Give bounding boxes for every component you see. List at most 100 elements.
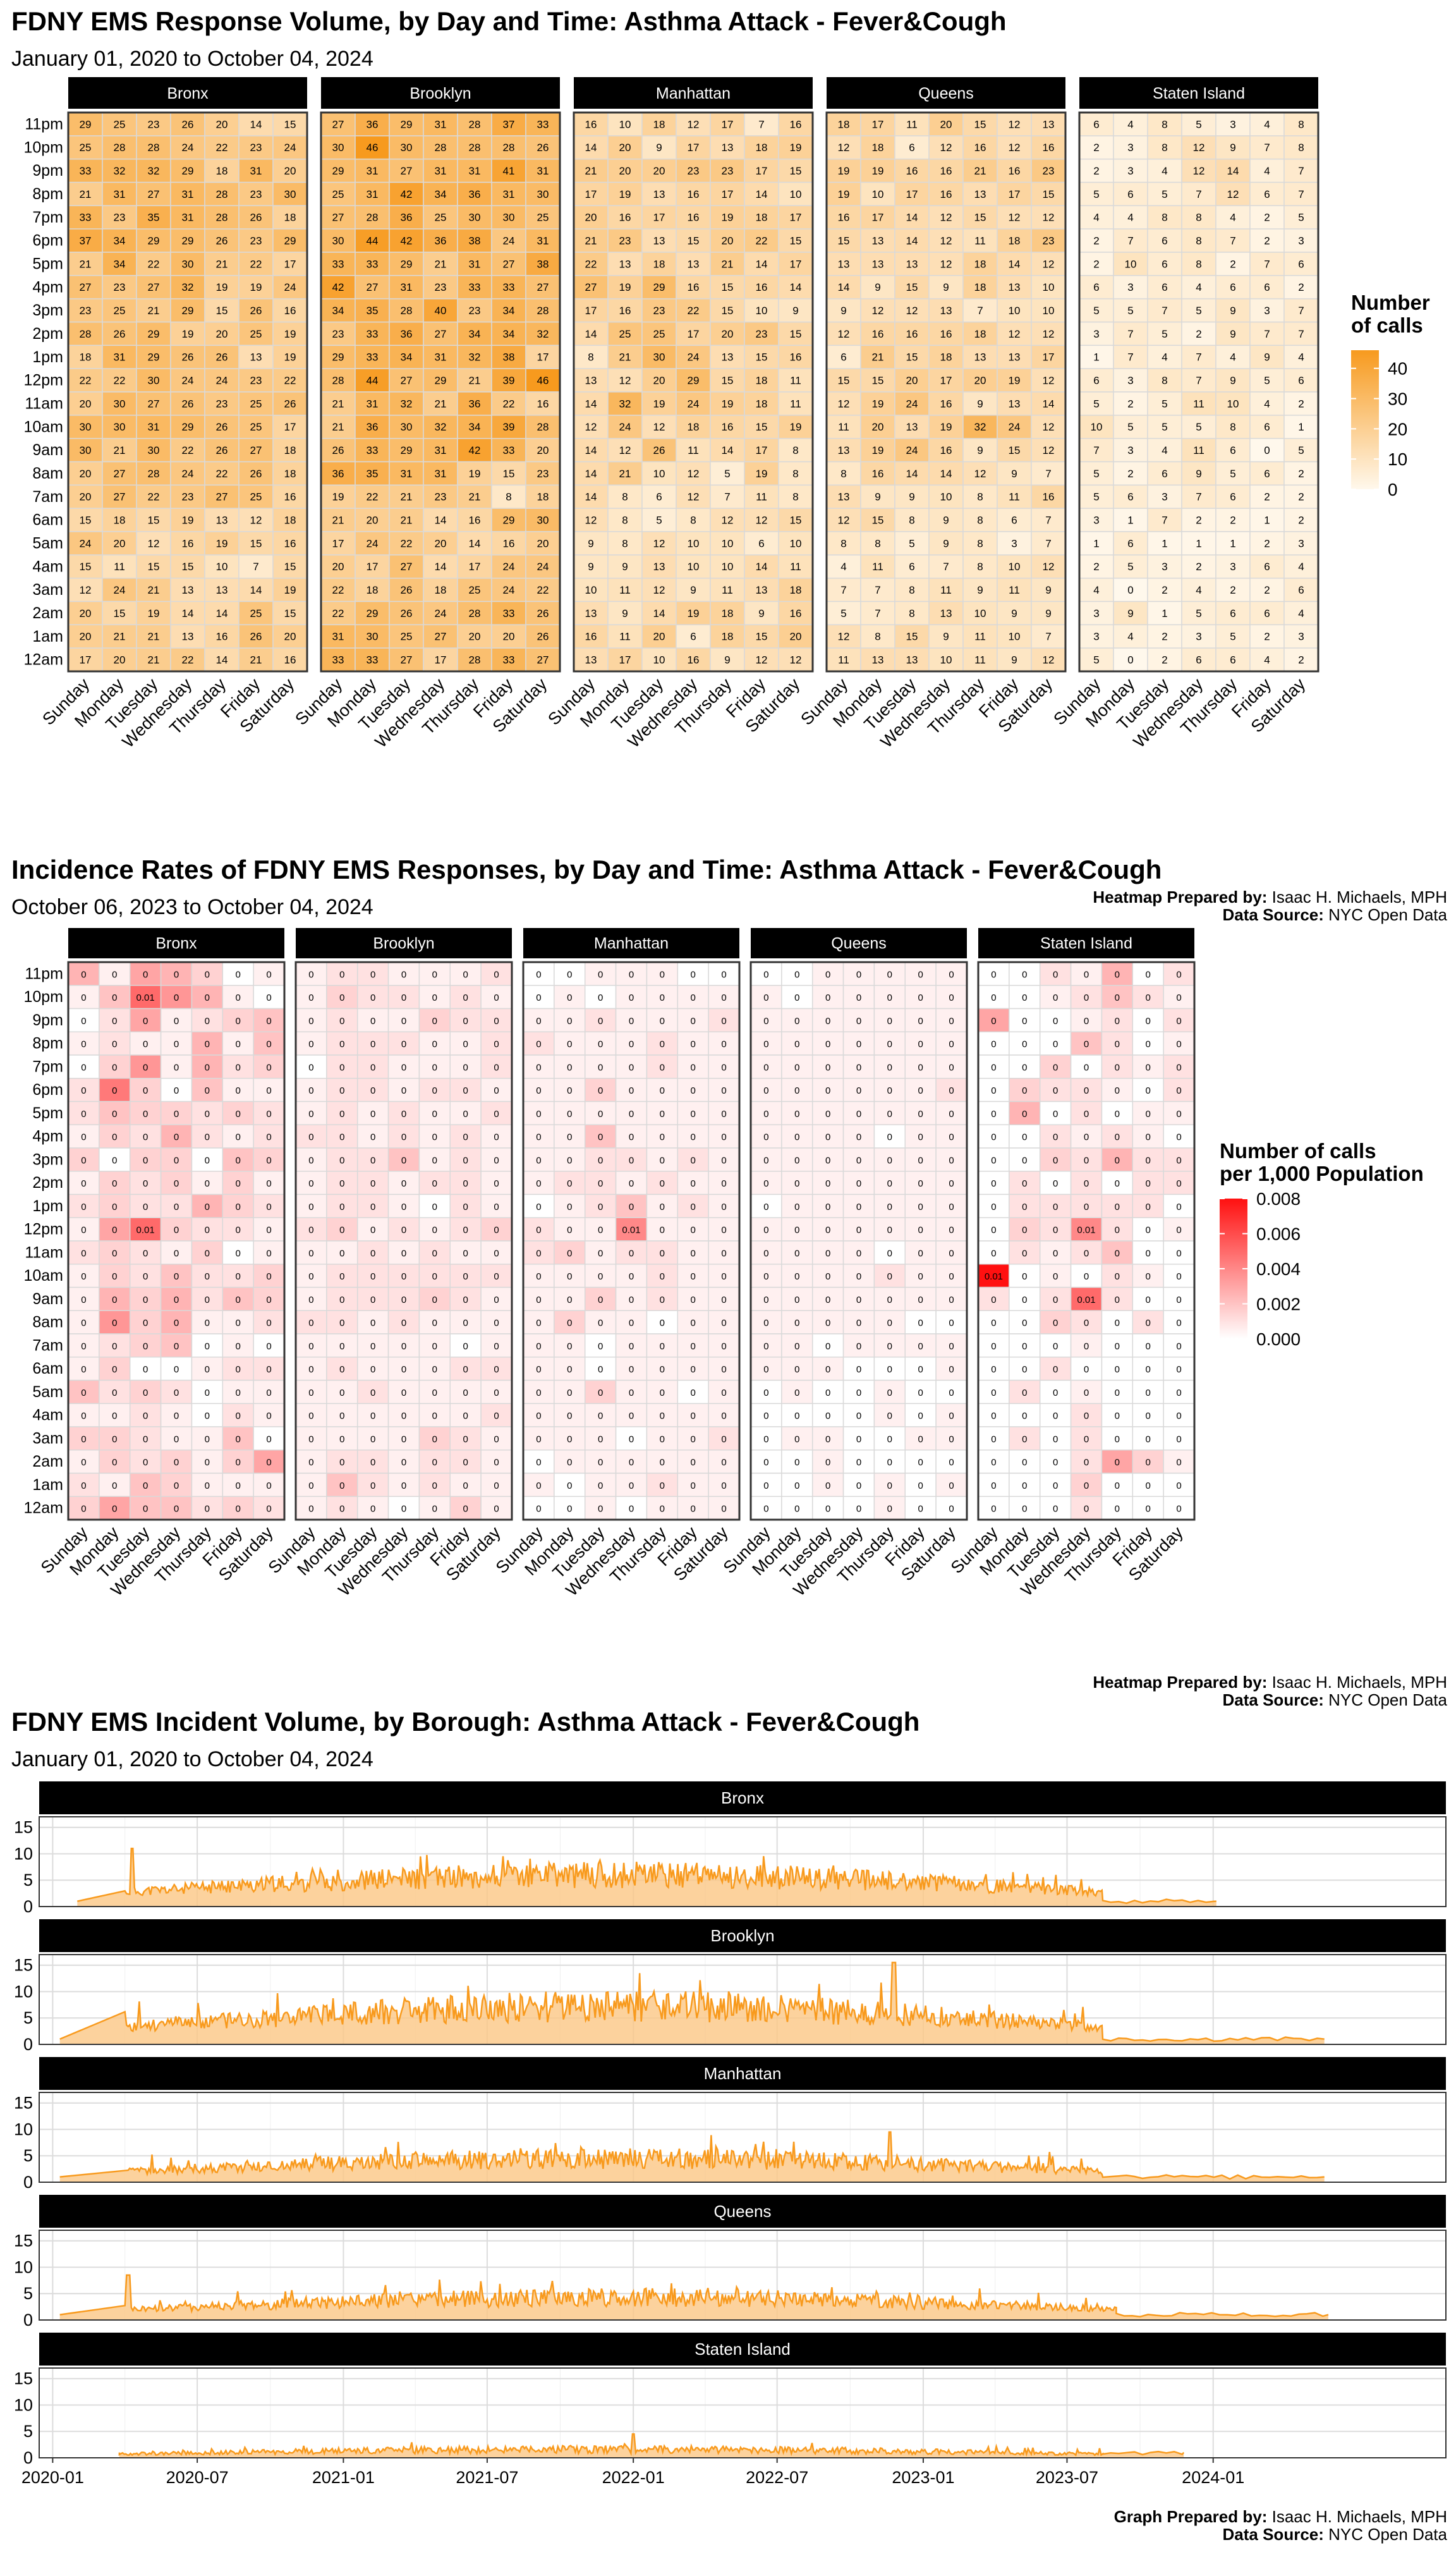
cell-label: 0	[1022, 969, 1027, 980]
cell-label: 0	[629, 1481, 634, 1491]
cell-label: 8	[506, 491, 511, 503]
cell-label: 42	[401, 235, 413, 247]
cell-label: 23	[250, 374, 262, 386]
cell-label: 0	[721, 1016, 726, 1027]
cell-label: 0	[494, 969, 499, 980]
cell-label: 0	[308, 1504, 313, 1515]
cell-label: 17	[80, 654, 92, 666]
cell-label: 0	[1146, 1062, 1151, 1073]
cell-label: 0	[825, 1202, 830, 1212]
cell-label: 0	[81, 1411, 86, 1422]
cell-label: 0	[432, 992, 437, 1003]
cell-label: 2	[1093, 142, 1099, 154]
cell-label: 18	[756, 374, 768, 386]
cell-label: 0	[536, 1504, 541, 1515]
cell-label: 13	[906, 654, 918, 666]
cell-label: 0	[763, 1155, 768, 1166]
cell-label: 24	[182, 374, 194, 386]
cell-label: 19	[250, 281, 262, 293]
cell-label: 0	[370, 1341, 375, 1352]
cell-label: 10	[722, 537, 734, 549]
heatmap-cell	[355, 158, 390, 183]
cell-label: 5	[1264, 374, 1270, 386]
hour-tick-label: 5pm	[32, 1104, 63, 1122]
chart-title: FDNY EMS Response Volume, by Day and Tim…	[11, 6, 1007, 36]
cell-label: 6	[1093, 118, 1099, 130]
cell-label: 0	[339, 1295, 344, 1305]
cell-label: 0	[991, 1504, 996, 1515]
cell-label: 2	[1264, 631, 1270, 643]
cell-label: 0	[794, 1248, 799, 1259]
cell-label: 18	[790, 584, 802, 596]
cell-label: 16	[790, 351, 802, 363]
cell-label: 0	[918, 1016, 923, 1027]
cell-label: 2	[1230, 258, 1235, 270]
y-tick-label: 5	[23, 2146, 33, 2165]
cell-label: 0	[825, 1341, 830, 1352]
cell-label: 0	[370, 1225, 375, 1236]
cell-label: 0	[112, 1155, 117, 1166]
cell-label: 6	[909, 561, 914, 573]
cell-label: 12	[585, 514, 597, 526]
hour-tick-label: 3am	[32, 1429, 63, 1447]
cell-label: 8	[622, 491, 628, 503]
cell-label: 6	[1298, 258, 1304, 270]
cell-label: 0	[1022, 1178, 1027, 1189]
y-tick-label: 15	[14, 2369, 33, 2388]
cell-label: 0	[112, 1434, 117, 1444]
cell-label: 8	[792, 444, 798, 456]
cell-label: 7	[1162, 305, 1167, 317]
cell-label: 0.01	[136, 992, 155, 1003]
cell-label: 0	[918, 1248, 923, 1259]
heatmap-cell	[355, 461, 390, 486]
cell-label: 8	[792, 491, 798, 503]
cell-label: 28	[537, 421, 549, 433]
cell-label: 34	[503, 328, 515, 340]
cell-label: 6	[1093, 374, 1099, 386]
heatmap-cell	[238, 647, 274, 672]
cell-label: 10	[688, 537, 700, 549]
cell-label: 0	[494, 1341, 499, 1352]
heatmap-cell	[272, 228, 308, 253]
cell-label: 18	[722, 631, 734, 643]
cell-label: 0	[339, 992, 344, 1003]
cell-label: 1	[1264, 514, 1270, 526]
cell-label: 0	[949, 1295, 954, 1305]
cell-label: 0	[1115, 1504, 1120, 1515]
cell-label: 0	[887, 1202, 892, 1212]
cell-label: 20	[80, 468, 92, 480]
cell-label: 8	[909, 607, 914, 620]
cell-label: 0	[205, 1225, 210, 1236]
cell-label: 24	[80, 537, 92, 549]
cell-label: 0	[174, 1364, 179, 1375]
cell-label: 0	[1127, 654, 1133, 666]
cell-label: 0	[1115, 1364, 1120, 1375]
cell-label: 29	[688, 374, 700, 386]
cell-label: 12	[250, 514, 262, 526]
cell-label: 2	[1093, 235, 1099, 247]
cell-label: 22	[537, 584, 549, 596]
cell-label: 0	[339, 1364, 344, 1375]
cell-label: 0	[660, 1039, 665, 1050]
cell-label: 0	[143, 1248, 148, 1259]
cell-label: 0	[112, 1411, 117, 1422]
hour-tick-label: 8am	[32, 1314, 63, 1331]
cell-label: 11	[974, 654, 986, 666]
cell-label: 2	[1127, 468, 1133, 480]
cell-label: 0	[370, 992, 375, 1003]
cell-label: 0	[143, 1271, 148, 1282]
cell-label: 0	[143, 1016, 148, 1027]
cell-label: 12	[1009, 142, 1021, 154]
cell-label: 33	[80, 212, 92, 224]
cell-label: 0	[536, 1248, 541, 1259]
cell-label: 3	[1011, 537, 1017, 549]
cell-label: 0	[1022, 1225, 1027, 1236]
cell-label: 0	[432, 1155, 437, 1166]
cell-label: 0	[536, 1411, 541, 1422]
cell-label: 2	[1298, 514, 1304, 526]
cell-label: 5	[1196, 421, 1201, 433]
cell-label: 0	[629, 1039, 634, 1050]
heatmap-cell	[102, 112, 137, 137]
cell-label: 2	[1264, 537, 1270, 549]
